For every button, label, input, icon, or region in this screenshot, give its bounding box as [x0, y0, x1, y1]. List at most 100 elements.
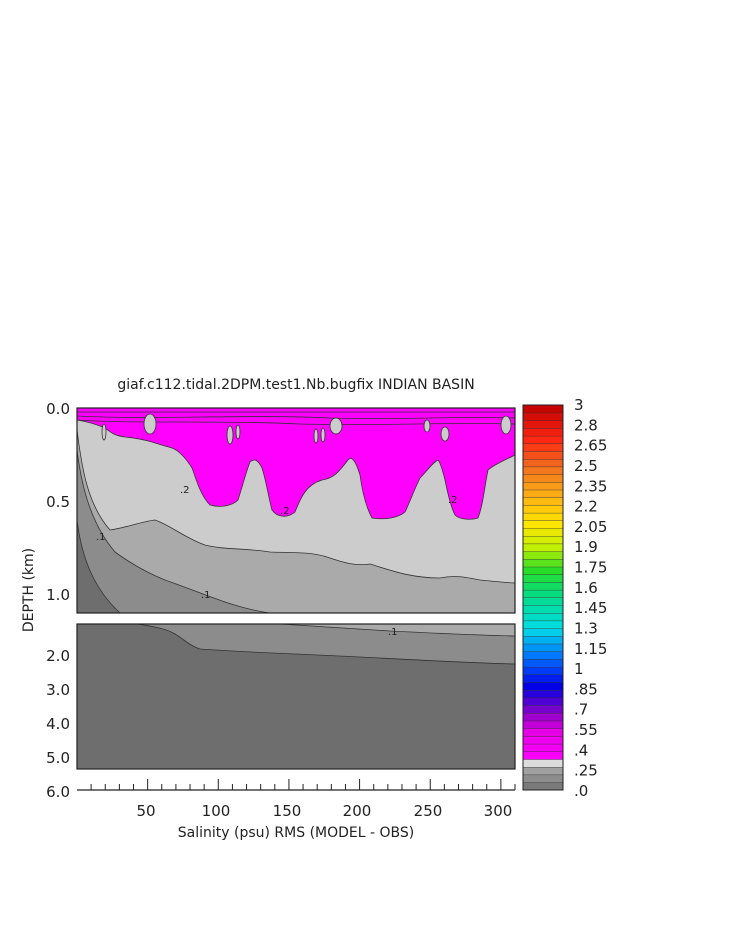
colorbar-swatch	[522, 643, 564, 652]
colorbar-swatch	[522, 766, 564, 776]
colorbar-swatch	[522, 558, 564, 568]
y-tick-label: 6.0	[46, 783, 70, 801]
y-tick-label: 4.0	[46, 715, 70, 733]
colorbar-swatch	[522, 682, 564, 691]
colorbar-label: .25	[574, 762, 598, 780]
colorbar-swatch	[522, 504, 564, 514]
y-tick-label: 1.0	[46, 586, 70, 604]
band-dark-gray	[77, 449, 271, 613]
colorbar-label: 1.45	[574, 599, 607, 617]
colorbar-swatch	[522, 759, 564, 768]
x-tick-label: 200	[343, 802, 372, 820]
colorbar-swatch	[522, 651, 564, 660]
colorbar-label: 2.65	[574, 437, 607, 455]
y-tick-label: 3.0	[46, 681, 70, 699]
x-tick-label: 50	[136, 802, 155, 820]
colorbar-swatch	[522, 566, 564, 575]
colorbar-label: .85	[574, 680, 598, 698]
colorbar-swatch	[522, 451, 564, 460]
colorbar-label: 2.5	[574, 457, 598, 475]
colorbar-swatch	[522, 474, 564, 483]
deep-band-dark	[136, 624, 515, 665]
colorbar-swatch	[522, 404, 564, 414]
colorbar-swatch	[522, 581, 564, 591]
y-tick-label: 2.0	[46, 647, 70, 665]
colorbar-swatch	[522, 489, 564, 498]
colorbar-labels: 3 2.8 2.65 2.5 2.35 2.2 2.05 1.9 1.75 1.6 1.45 1.3 1…	[574, 396, 607, 800]
colorbar-swatch	[522, 712, 564, 722]
colorbar-label: .4	[574, 741, 588, 759]
colorbar-swatch	[522, 628, 564, 637]
magenta-holes	[101, 413, 512, 445]
colorbar-label: 1.75	[574, 559, 607, 577]
colorbar-swatch	[522, 612, 564, 622]
x-axis-ticks	[90, 779, 516, 790]
colorbar-swatch	[522, 635, 564, 645]
colorbar-swatch	[522, 697, 564, 706]
colorbar-label: .7	[574, 701, 588, 719]
x-tick-label: 100	[202, 802, 231, 820]
contour-label-3: .1	[388, 627, 398, 638]
x-tick-label: 250	[414, 802, 443, 820]
contour-label-2: .1	[201, 590, 211, 601]
upper-panel	[77, 408, 515, 613]
y-axis-label: DEPTH (km)	[21, 548, 37, 632]
contour-labels: .1 .1 .1 .2 .2 .2	[96, 485, 458, 638]
colorbar-label: .0	[574, 782, 588, 800]
colorbar-swatch	[522, 443, 564, 452]
colorbar-label: 1.6	[574, 579, 598, 597]
colorbar-swatch	[522, 597, 564, 606]
colorbar-swatch	[522, 782, 564, 791]
colorbar-swatch	[522, 620, 564, 629]
band-mid-gray	[77, 429, 515, 613]
colorbar-label: 1	[574, 660, 584, 678]
y-tick-label: 5.0	[46, 749, 70, 767]
colorbar-swatch	[522, 774, 564, 783]
colorbar-swatch	[522, 427, 564, 437]
colorbar-swatch	[522, 497, 564, 506]
colorbar-swatch	[522, 520, 564, 529]
x-axis-label: Salinity (psu) RMS (MODEL - OBS)	[178, 825, 414, 841]
colorbar-swatch	[522, 658, 564, 668]
colorbar-label: 2.35	[574, 477, 607, 495]
contour-label-6: .2	[448, 495, 458, 506]
colorbar-swatch	[522, 574, 564, 583]
colorbar-swatch	[522, 458, 564, 468]
y-tick-label: 0.5	[46, 493, 70, 511]
colorbar-swatch	[522, 674, 564, 683]
deep-band-mid	[279, 624, 515, 637]
colorbar-swatch	[522, 466, 564, 475]
colorbar-swatch	[522, 720, 564, 729]
contour-label-4: .2	[180, 485, 190, 496]
colorbar-swatch	[522, 743, 564, 752]
colorbar-swatch	[522, 605, 564, 614]
contour-label-5: .2	[280, 506, 290, 517]
colorbar-swatch	[522, 535, 564, 545]
colorbar-swatch	[522, 512, 564, 521]
colorbar-swatch	[522, 420, 564, 429]
x-axis: 50 100 150 200 250 300 Salinity (psu) RM…	[77, 779, 516, 841]
chart-title: giaf.c112.tidal.2DPM.test1.Nb.bugfix IND…	[117, 377, 474, 393]
colorbar-label: 2.05	[574, 518, 607, 536]
colorbar-swatch	[522, 705, 564, 714]
lower-panel	[77, 624, 515, 769]
colorbar-swatch	[522, 543, 564, 552]
colorbar-swatch	[522, 435, 564, 444]
colorbar-label: 2.8	[574, 416, 598, 434]
colorbar-swatch	[522, 751, 564, 760]
colorbar-swatch	[522, 528, 564, 537]
colorbar-label: 1.3	[574, 620, 598, 638]
colorbar-label: 3	[574, 396, 584, 414]
y-tick-label: 0.0	[46, 400, 70, 418]
colorbar-swatch	[522, 689, 564, 699]
lower-panel-frame	[76, 623, 516, 770]
band-magenta	[77, 408, 515, 520]
colorbar-label: 1.15	[574, 640, 607, 658]
upper-panel-frame	[76, 407, 516, 614]
colorbar: 3 2.8 2.65 2.5 2.35 2.2 2.05 1.9 1.75 1.6 1.45 1.3 1…	[522, 396, 607, 800]
colorbar-swatch	[522, 589, 564, 598]
colorbar-swatch	[522, 551, 564, 560]
colorbar-label: .55	[574, 721, 598, 739]
colorbar-swatch	[522, 728, 564, 737]
